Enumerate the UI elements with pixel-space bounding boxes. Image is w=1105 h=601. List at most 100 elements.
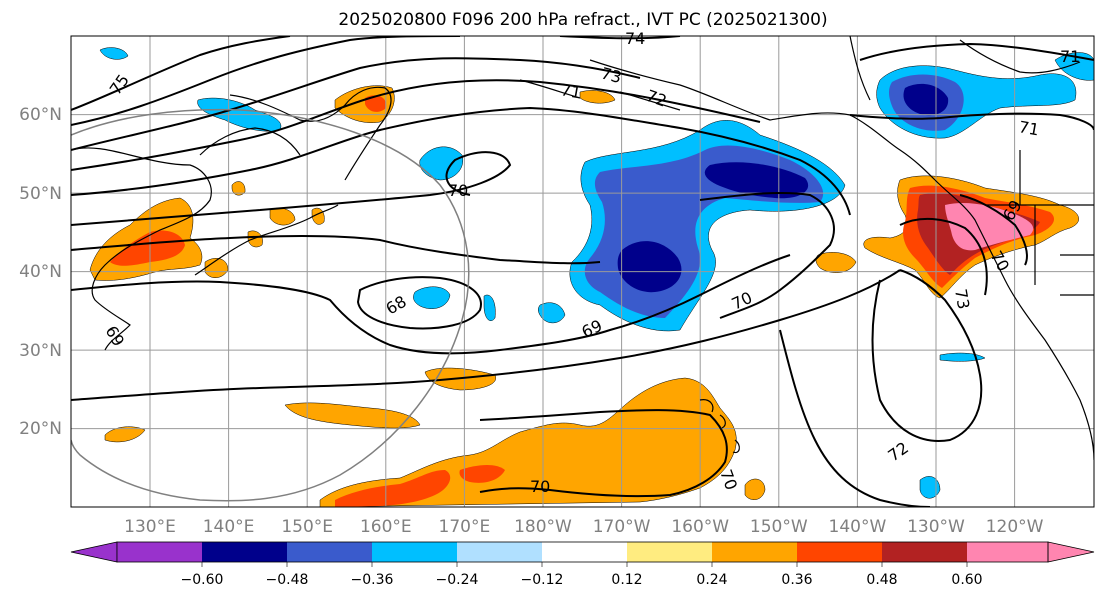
- contour-75: [71, 36, 291, 111]
- map-frame: [70, 35, 1095, 508]
- contour-72-east: [871, 269, 983, 442]
- lat-label: 20°N: [19, 419, 62, 439]
- contour-72-south: [779, 329, 931, 507]
- lon-label: 170°E: [439, 517, 491, 537]
- lon-label: 160°E: [360, 517, 412, 537]
- colorbar-tick-label: 0.36: [781, 572, 812, 588]
- contour-label: 73: [951, 287, 973, 310]
- contour-label: 70: [530, 477, 550, 496]
- contour-74-east: [859, 42, 1094, 61]
- shaded-field: [89, 47, 1094, 507]
- negative-anomaly-small-1: [419, 146, 464, 181]
- positive-anomaly-small-a: [815, 252, 857, 273]
- negative-anomaly-central-pacific-deep-2: [617, 241, 682, 293]
- colorbar-segment: [967, 542, 1048, 562]
- contour-label: 71: [559, 80, 582, 102]
- contour-label: 71: [1017, 117, 1040, 139]
- coast-alaska: [589, 59, 936, 181]
- positive-anomaly-east-asia-core: [110, 230, 185, 266]
- contour-label: 74: [625, 29, 645, 48]
- positive-anomaly-west-coast-4: [945, 202, 1034, 251]
- coast-east-asia: [71, 147, 212, 351]
- contour-70: [71, 151, 512, 226]
- colorbar-tick-label: −0.48: [266, 572, 309, 588]
- colorbar-segment: [882, 542, 967, 562]
- contour-label: 71: [1060, 47, 1080, 66]
- contour-69-east: [959, 194, 1028, 266]
- negative-anomaly-central-pacific-deep: [704, 162, 809, 199]
- contour-74: [71, 36, 681, 126]
- colorbar-tick-label: 0.12: [611, 572, 642, 588]
- colorbar-frame: [116, 541, 1049, 563]
- colorbar-tick-label: −0.60: [181, 572, 224, 588]
- coast-north-america: [934, 179, 1094, 461]
- contour-73: [71, 57, 641, 151]
- colorbar-tick-label: 0.24: [696, 572, 727, 588]
- colorbar-segment: [712, 542, 797, 562]
- negative-anomaly-small-2: [413, 286, 451, 309]
- border-us-canada: [985, 150, 1094, 296]
- positive-anomaly-east-asia-2: [204, 258, 229, 278]
- colorbar-tick-label: −0.36: [351, 572, 394, 588]
- colorbar-segment: [797, 542, 882, 562]
- lat-label: 30°N: [19, 341, 62, 361]
- contour-label: 73: [599, 64, 624, 88]
- positive-anomaly-gulf: [579, 90, 616, 104]
- figure-title: 2025020800 F096 200 hPa refract., IVT PC…: [338, 10, 827, 30]
- negative-anomaly-alaska-deep: [903, 83, 949, 116]
- contour-70-c: [71, 269, 901, 401]
- coast-okhotsk: [199, 127, 301, 156]
- colorbar-segment: [202, 542, 287, 562]
- positive-anomaly-kamchatka-core: [365, 95, 387, 112]
- colorbar: −0.60 −0.48 −0.36 −0.24 −0.12 0.12 0.24 …: [70, 541, 1095, 588]
- colorbar-segment: [627, 542, 712, 562]
- colorbar-segment: [287, 542, 372, 562]
- colorbar-tick-label: −0.24: [436, 572, 479, 588]
- refractivity-contours: [71, 36, 1094, 507]
- coast-canada-north: [849, 36, 1081, 101]
- contour-72: [71, 79, 761, 171]
- positive-anomaly-east-asia-4: [247, 230, 263, 248]
- colorbar-ticks: [201, 562, 968, 567]
- colorbar-segment: [457, 542, 542, 562]
- contour-71: [71, 106, 851, 216]
- lon-label: 140°E: [203, 517, 255, 537]
- colorbar-segment: [542, 542, 627, 562]
- lon-label: 160°W: [671, 517, 729, 537]
- negative-anomaly-small-8: [483, 294, 496, 322]
- lat-label: 50°N: [19, 184, 62, 204]
- positive-anomaly-subtropics-core-2: [459, 465, 505, 483]
- contour-71-east: [849, 112, 1094, 131]
- lon-label: 150°W: [750, 517, 808, 537]
- positive-anomaly-small-b: [231, 181, 246, 196]
- negative-anomaly-small-3: [99, 47, 129, 60]
- lat-label: 40°N: [19, 262, 62, 282]
- positive-anomaly-band-5: [744, 478, 766, 500]
- contour-70-d: [479, 409, 728, 498]
- lon-label: 170°W: [593, 517, 651, 537]
- negative-anomaly-small-7: [1054, 52, 1094, 81]
- lon-label: 180°W: [514, 517, 572, 537]
- colorbar-extend-high: [1047, 541, 1095, 563]
- longitude-labels: 130°E 140°E 150°E 160°E 170°E 180°W 170°…: [124, 517, 1044, 537]
- contour-73-east: [899, 217, 988, 296]
- lon-label: 130°E: [124, 517, 176, 537]
- latitude-labels: 60°N 50°N 40°N 30°N 20°N: [19, 105, 62, 439]
- contour-70-b: [71, 191, 835, 319]
- graticule: [71, 36, 1094, 507]
- lon-label: 140°W: [829, 517, 887, 537]
- great-circle-ring: [71, 108, 470, 502]
- lon-label: 150°E: [281, 517, 333, 537]
- positive-anomaly-subtropics-core: [335, 470, 451, 507]
- contour-label: 70: [448, 181, 468, 200]
- colorbar-segment: [372, 542, 457, 562]
- colorbar-tick-label: 0.48: [866, 572, 897, 588]
- negative-anomaly-small-6: [919, 476, 941, 499]
- coast-japan: [194, 204, 339, 276]
- contour-69: [71, 254, 791, 355]
- lon-label: 130°W: [907, 517, 965, 537]
- lon-label: 120°W: [986, 517, 1044, 537]
- colorbar-tick-label: −0.12: [521, 572, 564, 588]
- colorbar-extend-low: [70, 541, 118, 563]
